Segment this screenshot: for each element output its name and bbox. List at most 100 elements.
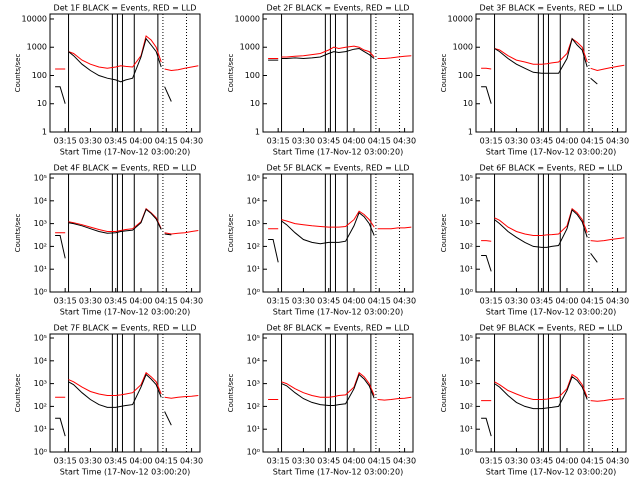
y-tick-label: 100 <box>458 71 473 80</box>
chart-title: Det 3F BLACK = Events, RED = LLD <box>480 4 623 13</box>
x-tick-label: 03:15 <box>54 137 77 146</box>
x-tick-label: 04:15 <box>155 137 178 146</box>
y-tick-label: 10⁵ <box>34 334 47 343</box>
x-tick-label: 03:15 <box>480 137 503 146</box>
x-tick-label: 04:15 <box>581 457 604 466</box>
series-line <box>55 371 199 399</box>
x-tick-label: 04:15 <box>155 297 178 306</box>
series-line <box>481 375 588 437</box>
y-tick-label: 10¹ <box>460 425 473 434</box>
plot-frame <box>49 173 201 293</box>
x-tick-label: 04:30 <box>180 297 203 306</box>
series-line <box>268 45 412 59</box>
y-tick-label: 10⁴ <box>34 196 47 205</box>
y-tick-label: 10⁰ <box>460 288 473 297</box>
y-tick-label: 10000 <box>235 14 260 23</box>
x-tick-label: 03:45 <box>104 297 127 306</box>
y-tick-label: 10³ <box>460 219 473 228</box>
plot-frame <box>262 173 414 293</box>
series-line <box>268 47 375 61</box>
x-axis-label: Start Time (17-Nov-12 03:00:20) <box>60 308 190 317</box>
x-tick-label: 03:45 <box>530 137 553 146</box>
y-tick-label: 1000 <box>453 43 473 52</box>
y-axis-label: Counts/sec <box>227 214 235 253</box>
y-tick-label: 10² <box>460 242 473 251</box>
y-tick-label: 10⁰ <box>34 448 47 457</box>
y-tick-label: 1 <box>42 128 47 137</box>
series-line <box>55 208 172 259</box>
y-tick-label: 10 <box>250 99 260 108</box>
y-axis-label: Counts/sec <box>14 374 22 413</box>
series-line <box>55 35 199 72</box>
y-tick-label: 10000 <box>22 14 47 23</box>
series-line <box>481 37 598 104</box>
x-tick-label: 04:00 <box>555 297 578 306</box>
chart-title: Det 6F BLACK = Events, RED = LLD <box>480 164 623 173</box>
series-line <box>55 37 172 104</box>
x-axis-label: Start Time (17-Nov-12 03:00:20) <box>60 148 190 157</box>
plot-frame <box>49 13 201 133</box>
y-tick-label: 10³ <box>34 379 47 388</box>
x-tick-label: 03:15 <box>267 297 290 306</box>
y-axis-label: Counts/sec <box>440 54 448 93</box>
y-tick-label: 1000 <box>240 43 260 52</box>
x-tick-label: 04:15 <box>581 137 604 146</box>
x-axis-label: Start Time (17-Nov-12 03:00:20) <box>486 148 616 157</box>
y-tick-label: 10⁵ <box>247 334 260 343</box>
y-tick-label: 100 <box>32 71 47 80</box>
series-line <box>481 373 625 402</box>
x-tick-label: 03:30 <box>79 457 102 466</box>
chart-title: Det 2F BLACK = Events, RED = LLD <box>267 4 410 13</box>
y-tick-label: 10² <box>247 402 260 411</box>
y-tick-label: 10⁰ <box>460 448 473 457</box>
x-tick-label: 04:15 <box>368 457 391 466</box>
x-tick-label: 03:45 <box>104 137 127 146</box>
chart-title: Det 4F BLACK = Events, RED = LLD <box>54 164 197 173</box>
y-tick-label: 10³ <box>247 379 260 388</box>
y-tick-label: 100 <box>245 71 260 80</box>
x-tick-label: 04:30 <box>606 457 629 466</box>
y-axis-label: Counts/sec <box>14 214 22 253</box>
x-axis-label: Start Time (17-Nov-12 03:00:20) <box>486 308 616 317</box>
y-tick-label: 10000 <box>448 14 473 23</box>
x-tick-label: 03:30 <box>79 137 102 146</box>
y-tick-label: 10² <box>247 242 260 251</box>
y-tick-label: 10⁰ <box>247 448 260 457</box>
series-line <box>268 210 412 230</box>
x-tick-label: 04:30 <box>180 137 203 146</box>
y-tick-label: 10¹ <box>247 265 260 274</box>
y-tick-label: 10² <box>460 402 473 411</box>
x-tick-label: 03:15 <box>267 137 290 146</box>
x-tick-label: 04:15 <box>155 457 178 466</box>
x-tick-label: 04:00 <box>342 457 365 466</box>
chart-title: Det 1F BLACK = Events, RED = LLD <box>54 4 197 13</box>
y-tick-label: 10² <box>34 242 47 251</box>
y-tick-label: 10³ <box>34 219 47 228</box>
x-tick-label: 04:00 <box>555 137 578 146</box>
series-line <box>281 373 375 406</box>
x-tick-label: 03:45 <box>317 457 340 466</box>
x-tick-label: 03:30 <box>505 457 528 466</box>
y-tick-label: 10⁴ <box>247 356 260 365</box>
y-tick-label: 10⁰ <box>34 288 47 297</box>
y-tick-label: 1000 <box>27 43 47 52</box>
y-tick-label: 10⁵ <box>460 174 473 183</box>
x-axis-label: Start Time (17-Nov-12 03:00:20) <box>486 468 616 477</box>
plot-frame <box>49 333 201 453</box>
y-tick-label: 10⁴ <box>34 356 47 365</box>
series-line <box>481 207 625 242</box>
y-tick-label: 10¹ <box>34 425 47 434</box>
y-tick-label: 10¹ <box>34 265 47 274</box>
chart-title: Det 7F BLACK = Events, RED = LLD <box>54 324 197 333</box>
x-tick-label: 04:00 <box>129 297 152 306</box>
y-tick-label: 10⁴ <box>247 196 260 205</box>
chart-title: Det 5F BLACK = Events, RED = LLD <box>267 164 410 173</box>
y-tick-label: 10⁰ <box>247 288 260 297</box>
x-tick-label: 04:15 <box>368 297 391 306</box>
series-line <box>268 211 375 263</box>
y-axis-label: Counts/sec <box>14 54 22 93</box>
x-tick-label: 03:30 <box>505 137 528 146</box>
x-tick-label: 04:00 <box>342 137 365 146</box>
series-line <box>55 207 199 235</box>
plot-frame <box>475 13 627 133</box>
